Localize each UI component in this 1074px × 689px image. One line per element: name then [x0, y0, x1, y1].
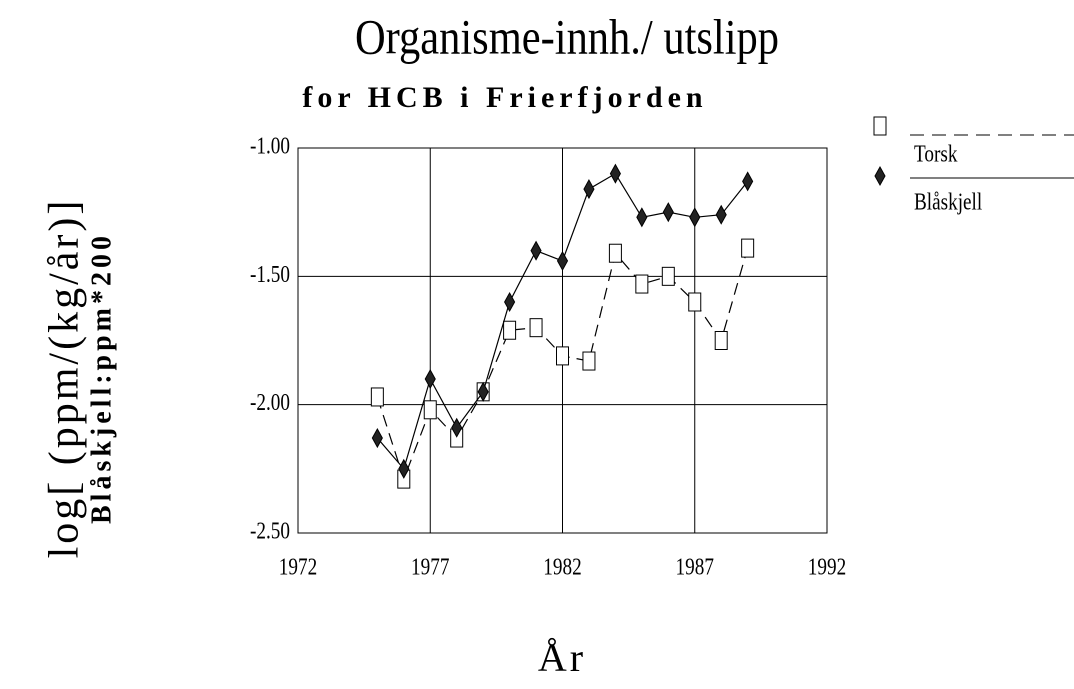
marker — [370, 387, 384, 407]
marker — [583, 179, 595, 200]
chart-subtitle: for HCB i Frierfjorden — [302, 81, 707, 114]
marker — [398, 458, 410, 479]
marker — [662, 202, 674, 223]
x-tick-label: 1977 — [411, 554, 449, 581]
marker — [715, 204, 727, 225]
marker — [504, 291, 516, 313]
y-tick-label: -1.00 — [250, 133, 290, 160]
marker — [636, 207, 648, 228]
x-tick-label: 1982 — [543, 554, 581, 581]
marker — [714, 331, 728, 350]
marker — [661, 266, 675, 286]
legend-label: Torsk — [914, 141, 958, 168]
x-axis-label: År — [538, 635, 586, 680]
marker — [371, 428, 383, 449]
marker — [503, 320, 517, 340]
marker — [424, 368, 436, 390]
marker — [688, 292, 702, 312]
marker — [608, 243, 622, 263]
marker — [451, 417, 463, 438]
marker — [530, 240, 542, 261]
marker — [873, 116, 887, 136]
marker — [741, 238, 755, 258]
y-axis-label: Blåskjell:ppm*200 — [86, 232, 117, 524]
marker — [874, 165, 886, 187]
marker — [609, 163, 621, 184]
y-axis-label: log[ (ppm/(kg/år)] — [42, 198, 88, 559]
marker — [529, 318, 543, 338]
legend-label: Blåskjell — [914, 189, 982, 216]
chart-title: Organisme-innh./ utslipp — [355, 10, 779, 65]
marker — [477, 381, 489, 402]
x-tick-label: 1992 — [808, 554, 846, 581]
x-tick-label: 1987 — [676, 554, 714, 581]
marker — [635, 274, 649, 294]
y-tick-label: -2.00 — [250, 389, 290, 416]
marker — [556, 346, 569, 366]
marker — [689, 207, 701, 228]
y-tick-label: -1.50 — [250, 261, 290, 288]
marker — [742, 171, 754, 192]
marker — [582, 351, 596, 371]
marker — [423, 400, 437, 420]
y-tick-label: -2.50 — [250, 518, 290, 545]
x-tick-label: 1972 — [279, 554, 317, 581]
marker — [556, 250, 569, 271]
